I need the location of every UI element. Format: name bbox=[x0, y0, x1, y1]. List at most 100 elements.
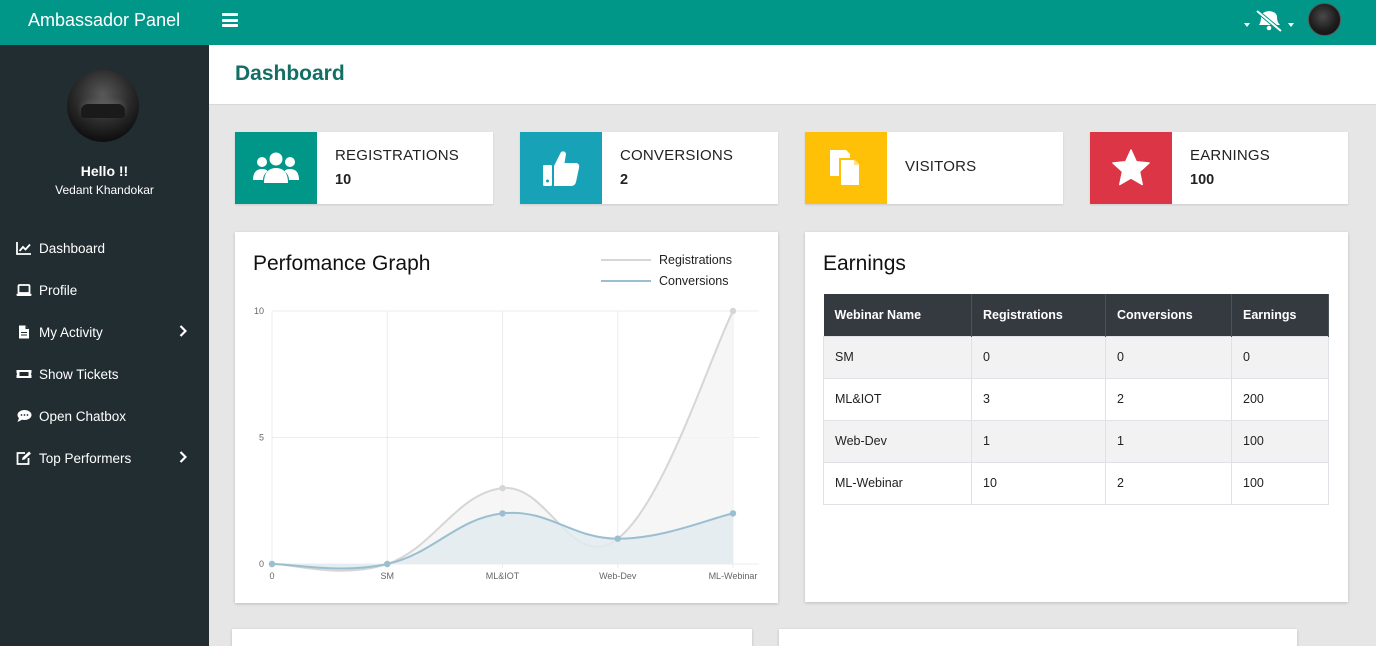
table-row: Web-Dev 1 1 100 bbox=[823, 419, 1329, 463]
legend-item-registrations[interactable]: Registrations bbox=[601, 249, 732, 270]
stat-value: 100 bbox=[1190, 172, 1215, 188]
table-cell: 1 bbox=[971, 419, 1106, 463]
table-row: SM 0 0 0 bbox=[823, 335, 1329, 379]
data-point-conversions bbox=[499, 510, 506, 517]
stat-label: EARNINGS bbox=[1190, 147, 1270, 164]
chart-legend: Registrations Conversions bbox=[601, 249, 732, 291]
data-point-conversions bbox=[729, 510, 737, 517]
table-header-earnings: Earnings bbox=[1231, 294, 1329, 336]
stat-icon-box bbox=[520, 132, 602, 204]
table-header-registrations: Registrations bbox=[971, 294, 1106, 336]
y-tick-label: 10 bbox=[254, 306, 264, 316]
notification-bell-off-icon[interactable] bbox=[1243, 8, 1295, 34]
x-tick-label: SM bbox=[381, 571, 395, 581]
ticket-icon bbox=[16, 370, 32, 378]
copy-icon bbox=[830, 150, 861, 187]
table-cell: 200 bbox=[1231, 377, 1329, 421]
sidebar-item-show-tickets[interactable]: Show Tickets bbox=[0, 353, 209, 395]
sidebar-item-top-performers[interactable]: Top Performers bbox=[0, 437, 209, 479]
legend-label: Conversions bbox=[659, 273, 729, 288]
y-tick-label: 0 bbox=[259, 559, 264, 569]
table-cell: 3 bbox=[971, 377, 1106, 421]
sidebar-item-label: Open Chatbox bbox=[39, 408, 127, 424]
legend-item-conversions[interactable]: Conversions bbox=[601, 270, 732, 291]
stat-card-visitors: VISITORS bbox=[805, 132, 1063, 204]
stat-label: REGISTRATIONS bbox=[335, 147, 459, 164]
y-tick-label: 5 bbox=[259, 433, 264, 443]
sidebar-item-label: Top Performers bbox=[39, 450, 132, 466]
table-cell: ML-Webinar bbox=[823, 461, 972, 505]
stat-card-earnings: EARNINGS 100 bbox=[1090, 132, 1348, 204]
chat-icon bbox=[17, 410, 32, 422]
stat-value: 2 bbox=[620, 172, 629, 188]
table-header-conversions: Conversions bbox=[1105, 294, 1232, 336]
data-point-registrations bbox=[499, 484, 506, 492]
performance-chart: 0 5 10 0 SM ML&IOT Web-Dev ML-Webinar bbox=[254, 306, 759, 581]
series-line-registrations bbox=[271, 310, 734, 572]
table-header-webinar-name: Webinar Name bbox=[823, 294, 972, 336]
earnings-panel: Earnings Webinar Name Registrations Conv… bbox=[805, 232, 1348, 602]
data-point-conversions bbox=[268, 560, 276, 568]
bottom-panel-right bbox=[779, 629, 1297, 646]
page-title: Dashboard bbox=[235, 62, 345, 85]
menu-toggle-icon[interactable] bbox=[222, 13, 238, 27]
thumbs-up-icon bbox=[543, 151, 580, 186]
stat-value: 10 bbox=[335, 172, 352, 188]
sidebar-item-profile[interactable]: Profile bbox=[0, 269, 209, 311]
top-bar: Ambassador Panel bbox=[0, 0, 1376, 45]
star-icon bbox=[1112, 149, 1150, 186]
app-title[interactable]: Ambassador Panel bbox=[28, 10, 181, 30]
data-point-conversions bbox=[384, 560, 391, 568]
sidebar-item-label: Dashboard bbox=[39, 240, 106, 256]
users-icon bbox=[253, 152, 299, 183]
graph-title: Perfomance Graph bbox=[253, 252, 431, 275]
page-header: Dashboard bbox=[209, 45, 1376, 105]
table-cell: 100 bbox=[1231, 419, 1329, 463]
greeting-text: Hello !! bbox=[80, 163, 129, 179]
edit-icon bbox=[16, 451, 31, 465]
stat-icon-box bbox=[805, 132, 887, 204]
stat-icon-box bbox=[1090, 132, 1172, 204]
x-tick-label: ML-Webinar bbox=[709, 571, 758, 581]
table-cell: SM bbox=[823, 335, 972, 379]
sidebar-item-open-chatbox[interactable]: Open Chatbox bbox=[0, 395, 209, 437]
legend-label: Registrations bbox=[659, 252, 732, 267]
table-row: ML&IOT 3 2 200 bbox=[823, 377, 1329, 421]
table-cell: ML&IOT bbox=[823, 377, 972, 421]
table-cell: 0 bbox=[971, 335, 1106, 379]
table-cell: 0 bbox=[1231, 335, 1329, 379]
stat-label: CONVERSIONS bbox=[620, 147, 734, 164]
sidebar-item-label: Profile bbox=[39, 282, 78, 298]
x-tick-label: ML&IOT bbox=[486, 571, 520, 581]
chevron-right-icon bbox=[179, 451, 187, 463]
stat-label: VISITORS bbox=[905, 158, 977, 175]
sidebar-item-my-activity[interactable]: My Activity bbox=[0, 311, 209, 353]
series-area-conversions bbox=[272, 512, 733, 569]
chevron-right-icon bbox=[179, 325, 187, 337]
table-header-row: Webinar Name Registrations Conversions E… bbox=[823, 294, 1329, 336]
data-point-conversions bbox=[614, 535, 621, 542]
user-name: Vedant Khandokar bbox=[55, 183, 154, 197]
sidebar-item-label: Show Tickets bbox=[39, 366, 119, 382]
sidebar-item-dashboard[interactable]: Dashboard bbox=[0, 227, 209, 269]
table-cell: 2 bbox=[1105, 377, 1232, 421]
earnings-title: Earnings bbox=[823, 252, 906, 275]
user-avatar[interactable] bbox=[1308, 3, 1341, 36]
chart-line-icon bbox=[16, 242, 31, 255]
file-icon bbox=[19, 325, 29, 339]
table-cell: Web-Dev bbox=[823, 419, 972, 463]
sidebar-item-label: My Activity bbox=[39, 324, 103, 340]
x-tick-label: 0 bbox=[269, 571, 274, 581]
laptop-icon bbox=[16, 284, 32, 296]
earnings-table: Webinar Name Registrations Conversions E… bbox=[823, 294, 1329, 505]
stat-icon-box bbox=[235, 132, 317, 204]
sidebar: Hello !! Vedant Khandokar Dashboard Prof… bbox=[0, 45, 209, 646]
legend-swatch bbox=[601, 258, 651, 261]
table-cell: 1 bbox=[1105, 419, 1232, 463]
sidebar-nav: Dashboard Profile My Activity Show Ticke… bbox=[0, 227, 209, 479]
legend-swatch bbox=[601, 279, 651, 282]
x-tick-label: Web-Dev bbox=[599, 571, 637, 581]
table-cell: 100 bbox=[1231, 461, 1329, 505]
performance-graph-panel: Perfomance Graph Registrations Conversio… bbox=[235, 232, 778, 603]
table-row: ML-Webinar 10 2 100 bbox=[823, 461, 1329, 505]
